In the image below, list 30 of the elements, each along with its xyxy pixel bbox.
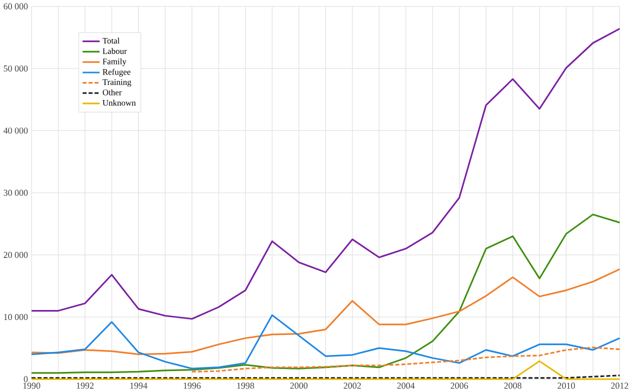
line-series [30,214,620,374]
x-tick-label: 1990 [23,382,40,389]
legend-label: Refugee [102,68,130,77]
legend-label: Other [102,89,122,96]
y-tick-label: 10 000 [4,314,28,320]
x-tick-label: 2012 [611,382,628,389]
x-tick-label: 2008 [504,382,522,389]
legend-label: Labour [102,48,127,54]
x-tick-label: 1996 [184,382,201,389]
legend-label: Family [102,58,126,66]
legend-label: Training [102,79,132,87]
y-tick-label: 0 [24,376,28,382]
x-tick-label: 2000 [290,382,308,389]
line-series [191,346,620,372]
x-tick-label: 2002 [344,382,361,389]
y-tick-label: 50 000 [4,65,28,72]
x-tick-label: 1992 [76,382,94,389]
legend-label: Unknown [102,100,136,106]
y-tick-label: 40 000 [4,128,28,134]
x-tick-label: 2004 [397,382,415,389]
y-tick-label: 60 000 [4,3,28,10]
x-tick-label: 2010 [558,382,575,389]
line-series [30,268,620,356]
legend-label: Total [102,38,120,44]
line-series [30,28,620,320]
x-tick-label: 2006 [450,382,468,389]
y-tick-label: 20 000 [4,252,28,258]
y-tick-label: 30 000 [4,190,28,196]
x-tick-label: 1998 [237,382,254,389]
x-tick-label: 1994 [130,382,148,389]
